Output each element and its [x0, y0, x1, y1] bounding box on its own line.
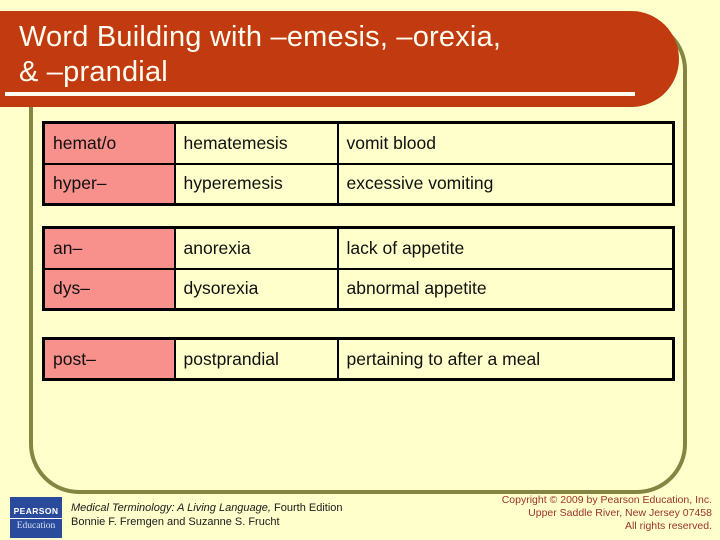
word-part-cell: an– — [42, 226, 176, 270]
meaning-cell: abnormal appetite — [336, 267, 675, 311]
copyright-line1: Copyright © 2009 by Pearson Education, I… — [501, 494, 712, 506]
word-table-orexia: an– anorexia lack of appetite dys– dysor… — [42, 226, 675, 311]
book-authors: Bonnie F. Fremgen and Suzanne S. Frucht — [71, 515, 280, 528]
table-row: an– anorexia lack of appetite — [42, 226, 675, 270]
table-row: hemat/o hematemesis vomit blood — [42, 121, 675, 165]
term-cell: dysorexia — [173, 267, 339, 311]
word-part-cell: hemat/o — [42, 121, 176, 165]
book-info: Medical Terminology: A Living Language, … — [71, 502, 343, 529]
pearson-logo-division: Education — [16, 521, 56, 531]
word-part-cell: hyper– — [42, 162, 176, 206]
word-part-cell: dys– — [42, 267, 176, 311]
title-bar: Word Building with –emesis, –orexia, & –… — [0, 11, 679, 107]
term-cell: postprandial — [173, 337, 339, 381]
meaning-cell: vomit blood — [336, 121, 675, 165]
term-cell: anorexia — [173, 226, 339, 270]
term-cell: hematemesis — [173, 121, 339, 165]
copyright-notice: Copyright © 2009 by Pearson Education, I… — [502, 494, 712, 533]
book-edition: Fourth Edition — [270, 502, 343, 514]
page-title-line2-text: & –prandial — [19, 56, 168, 88]
pearson-logo: PEARSON Education — [10, 497, 62, 538]
book-title: Medical Terminology: A Living Language, — [71, 502, 271, 514]
page-title-line2: & –prandial — [5, 55, 679, 96]
word-table-prandial: post– postprandial pertaining to after a… — [42, 337, 675, 381]
copyright-line2: Upper Saddle River, New Jersey 07458 — [528, 507, 712, 519]
copyright-line3: All rights reserved. — [625, 520, 712, 532]
table-row: dys– dysorexia abnormal appetite — [42, 267, 675, 311]
term-cell: hyperemesis — [173, 162, 339, 206]
word-table-emesis: hemat/o hematemesis vomit blood hyper– h… — [42, 121, 675, 206]
title-underline — [5, 92, 635, 96]
meaning-cell: pertaining to after a meal — [336, 337, 675, 381]
book-title-line: Medical Terminology: A Living Language, … — [71, 502, 343, 516]
table-row: post– postprandial pertaining to after a… — [42, 337, 675, 381]
pearson-logo-brand: PEARSON — [10, 504, 62, 519]
page-title: Word Building with –emesis, –orexia, & –… — [0, 11, 679, 96]
meaning-cell: lack of appetite — [336, 226, 675, 270]
page-title-line1: Word Building with –emesis, –orexia, — [19, 21, 502, 53]
word-part-cell: post– — [42, 337, 176, 381]
meaning-cell: excessive vomiting — [336, 162, 675, 206]
table-row: hyper– hyperemesis excessive vomiting — [42, 162, 675, 206]
